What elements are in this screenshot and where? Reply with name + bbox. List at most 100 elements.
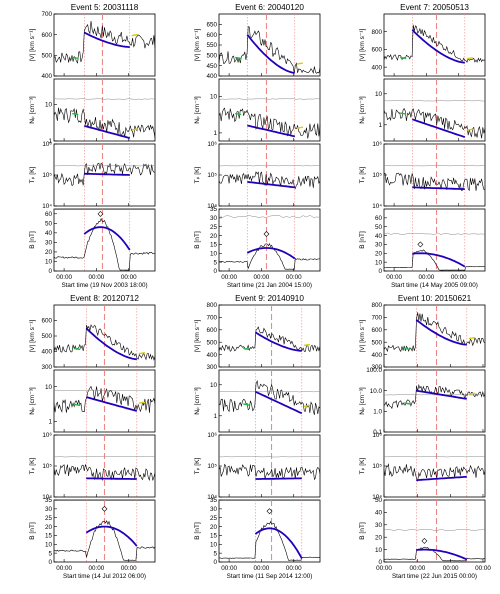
y-tick-label: 15	[210, 533, 218, 540]
subplot-density: 1 10 Nₚ [cm⁻³]	[194, 369, 321, 433]
x-tick-label: 00:00	[121, 565, 137, 572]
observed-series	[383, 546, 486, 562]
y-tick-label: 600	[41, 318, 52, 325]
upstream-segment	[74, 403, 81, 407]
observed-series	[218, 171, 321, 190]
model-fit-curve	[412, 252, 466, 268]
y-tick-label: 600	[371, 47, 382, 54]
plot-frame	[218, 13, 321, 77]
y-tick-label: 10	[45, 541, 53, 548]
y-tick-label: 400	[41, 73, 52, 80]
upstream-segment	[72, 56, 79, 60]
upstream-segment	[400, 56, 407, 60]
y-axis-label: Nₚ [cm⁻³]	[359, 96, 366, 124]
model-fit-curve	[246, 247, 296, 260]
y-tick-label: 20	[45, 249, 53, 256]
observed-series	[218, 326, 321, 353]
y-tick-label: 10⁵	[42, 463, 52, 470]
x-axis-label: Start time (22 Jun 2015 00:00)	[392, 573, 477, 580]
observed-series	[53, 324, 156, 361]
downstream-segment	[466, 128, 473, 131]
y-tick-label: 1	[48, 419, 52, 426]
x-tick-label: 00:00	[443, 565, 459, 572]
observed-series	[218, 242, 321, 270]
y-tick-label: 10⁴	[207, 203, 217, 210]
subplot-speed: 300 400 500 600 700 800 |V| [km s⁻¹]	[194, 302, 321, 371]
y-axis-label: |V| [km s⁻¹]	[359, 28, 366, 61]
observed-series	[218, 463, 321, 481]
y-tick-label: 10	[45, 384, 53, 391]
y-tick-label: 10	[375, 91, 383, 98]
reference-series	[383, 165, 486, 167]
y-tick-label: 100.0	[366, 367, 382, 374]
y-axis-label: Tₚ [K]	[29, 166, 36, 183]
downstream-segment	[303, 404, 311, 408]
reference-series	[219, 165, 321, 167]
y-tick-label: 10⁵	[372, 172, 382, 179]
panel-title: Event 9: 20140910	[235, 294, 304, 303]
observed-series	[218, 379, 321, 415]
model-fit-curve	[85, 327, 137, 361]
y-tick-label: 400	[41, 349, 52, 356]
upstream-segment	[404, 347, 411, 351]
y-tick-label: 650	[206, 22, 217, 29]
upstream-segment	[74, 347, 81, 351]
y-tick-label: 60	[375, 215, 383, 222]
subplot-density: 1 10 Nₚ [cm⁻³]	[29, 369, 156, 433]
downstream-segment	[468, 392, 476, 395]
y-tick-label: 10	[210, 94, 218, 101]
reference-series	[218, 391, 321, 393]
y-axis-label: Tₚ [K]	[359, 457, 366, 474]
y-tick-label: 10⁴	[42, 203, 52, 210]
model-fit-curve	[86, 396, 138, 412]
y-tick-label: 600	[41, 32, 52, 39]
y-tick-label: 300	[41, 364, 52, 371]
model-fit-curve	[246, 34, 295, 74]
y-axis-label: |V| [km s⁻¹]	[194, 319, 201, 352]
model-fit-curve	[255, 477, 302, 480]
downstream-segment	[138, 401, 146, 404]
y-tick-label: 0	[48, 268, 52, 275]
y-tick-label: 10	[210, 250, 218, 257]
model-fit-curve	[83, 226, 131, 251]
model-fit-curve	[254, 527, 303, 559]
y-tick-label: 0	[378, 559, 382, 566]
peak-diamond-marker	[97, 211, 104, 217]
y-tick-label: 25	[210, 224, 218, 231]
subplot-density: 1 10 Nₚ [cm⁻³]	[29, 78, 156, 145]
y-tick-label: 1	[48, 138, 52, 145]
y-tick-label: 700	[206, 315, 217, 322]
x-tick-label: 00:00	[286, 274, 302, 281]
y-tick-label: 20	[375, 250, 383, 257]
y-axis-label: |V| [km s⁻¹]	[29, 28, 36, 61]
y-tick-label: 5	[213, 550, 217, 557]
downstream-segment	[303, 343, 311, 347]
y-tick-label: 10⁴	[207, 494, 217, 501]
y-tick-label: 10⁶	[372, 432, 382, 439]
plot-frame	[218, 499, 321, 563]
y-tick-label: 500	[371, 339, 382, 346]
y-tick-label: 10⁶	[207, 141, 217, 148]
y-tick-label: 1.0	[373, 409, 382, 416]
observed-series	[53, 464, 156, 482]
y-axis-label: Tₚ [K]	[359, 166, 366, 183]
y-tick-label: 20	[210, 524, 218, 531]
y-axis-label: Tₚ [K]	[29, 457, 36, 474]
y-axis-label: Nₚ [cm⁻³]	[29, 387, 36, 415]
reference-series	[383, 456, 486, 458]
upstream-segment	[72, 112, 79, 116]
y-tick-label: 10⁴	[372, 494, 382, 501]
y-axis-label: |V| [km s⁻¹]	[29, 319, 36, 352]
peak-diamond-marker	[417, 241, 424, 248]
y-tick-label: 30	[375, 522, 383, 529]
observed-series	[218, 26, 321, 74]
x-tick-label: 00:00	[475, 565, 491, 572]
x-tick-label: 00:00	[286, 565, 302, 572]
observed-series	[53, 520, 156, 561]
reference-series	[53, 389, 156, 392]
panel-title: Event 10: 20150621	[398, 294, 472, 303]
model-fit-curve	[84, 172, 130, 176]
